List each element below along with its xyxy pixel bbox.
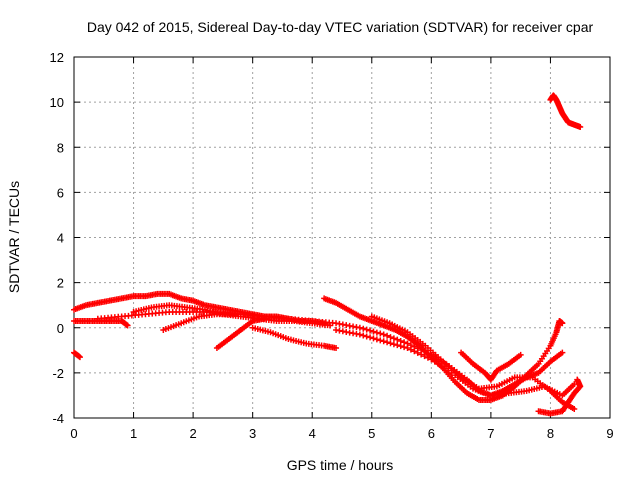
data-point (360, 332, 367, 339)
data-point (404, 345, 411, 352)
data-point (517, 351, 524, 358)
data-point (407, 346, 414, 353)
x-tick-label: 4 (309, 426, 316, 441)
data-point (370, 328, 377, 335)
data-point (76, 354, 83, 361)
y-tick-label: 0 (57, 321, 64, 336)
y-axis-label: SDTVAR / TECUs (6, 181, 22, 293)
data-point (261, 315, 268, 322)
data-point (384, 332, 391, 339)
x-tick-label: 5 (368, 426, 375, 441)
x-tick-label: 0 (70, 426, 77, 441)
grid-lines (74, 57, 610, 418)
series-track-14 (547, 92, 584, 130)
data-point (431, 358, 438, 365)
data-point (367, 334, 374, 341)
y-tick-label: 6 (57, 185, 64, 200)
data-point (231, 311, 238, 318)
series-track-12 (458, 349, 524, 383)
x-tick-label: 6 (428, 426, 435, 441)
data-point (394, 342, 401, 349)
data-point (390, 335, 397, 342)
y-tick-label: -2 (52, 366, 64, 381)
data-point (411, 348, 418, 355)
y-tick-label: 2 (57, 276, 64, 291)
x-tick-label: 9 (606, 426, 613, 441)
data-point (577, 123, 584, 130)
data-point (559, 349, 566, 356)
data-point (435, 360, 442, 367)
data-point (414, 349, 421, 356)
series-track-3 (71, 349, 83, 361)
data-point (418, 351, 425, 358)
series-track-8 (249, 324, 340, 352)
data-point (574, 376, 581, 383)
data-point (333, 345, 340, 352)
y-tick-label: 4 (57, 231, 64, 246)
data-point (124, 322, 131, 329)
chart-title: Day 042 of 2015, Sidereal Day-to-day VTE… (87, 19, 594, 35)
data-point (367, 327, 374, 334)
y-tick-label: 8 (57, 140, 64, 155)
data-point (363, 326, 370, 333)
data-point (373, 329, 380, 336)
data-point (377, 337, 384, 344)
data-point (401, 344, 408, 351)
series-track-6 (160, 311, 238, 334)
data-point (390, 341, 397, 348)
data-point (380, 338, 387, 345)
data-point (441, 365, 448, 372)
y-tick-label: 12 (50, 50, 64, 65)
data-point (387, 334, 394, 341)
y-tick-label: -4 (52, 411, 64, 426)
data-point (360, 325, 367, 332)
data-point (380, 331, 387, 338)
x-axis-label: GPS time / hours (287, 457, 394, 473)
data-point (428, 356, 435, 363)
data-point (397, 337, 404, 344)
y-tick-label: 10 (50, 95, 64, 110)
data-point (373, 336, 380, 343)
data-point (387, 340, 394, 347)
series-track-7 (213, 315, 268, 352)
series-track-11 (368, 313, 578, 412)
x-tick-label: 8 (547, 426, 554, 441)
data-point (559, 320, 566, 327)
data-series (71, 92, 584, 417)
data-point (397, 343, 404, 350)
data-point (421, 353, 428, 360)
x-tick-label: 7 (487, 426, 494, 441)
data-point (356, 324, 363, 331)
data-point (363, 333, 370, 340)
data-point (384, 339, 391, 346)
data-point (327, 322, 334, 329)
data-point (571, 405, 578, 412)
x-tick-label: 3 (249, 426, 256, 441)
data-point (377, 330, 384, 337)
data-point (394, 336, 401, 343)
data-point (424, 354, 431, 361)
data-point (370, 335, 377, 342)
x-tick-label: 1 (130, 426, 137, 441)
x-tick-label: 2 (189, 426, 196, 441)
data-point (356, 331, 363, 338)
series-track-13 (535, 376, 584, 417)
data-point (438, 363, 445, 370)
